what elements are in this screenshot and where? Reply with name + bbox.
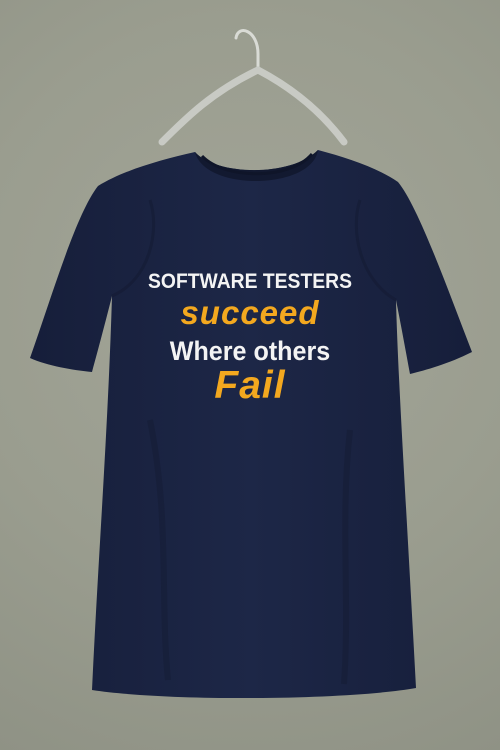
print-line-where-others: Where others bbox=[169, 336, 331, 366]
print-line-software-testers: SOFTWARE TESTERS bbox=[148, 270, 352, 293]
print-line-fail: Fail bbox=[214, 364, 286, 407]
hanger bbox=[158, 29, 348, 146]
tshirt-body bbox=[30, 150, 472, 699]
tshirt-collar bbox=[195, 150, 318, 182]
print-line-succeed: succeed bbox=[180, 294, 320, 331]
